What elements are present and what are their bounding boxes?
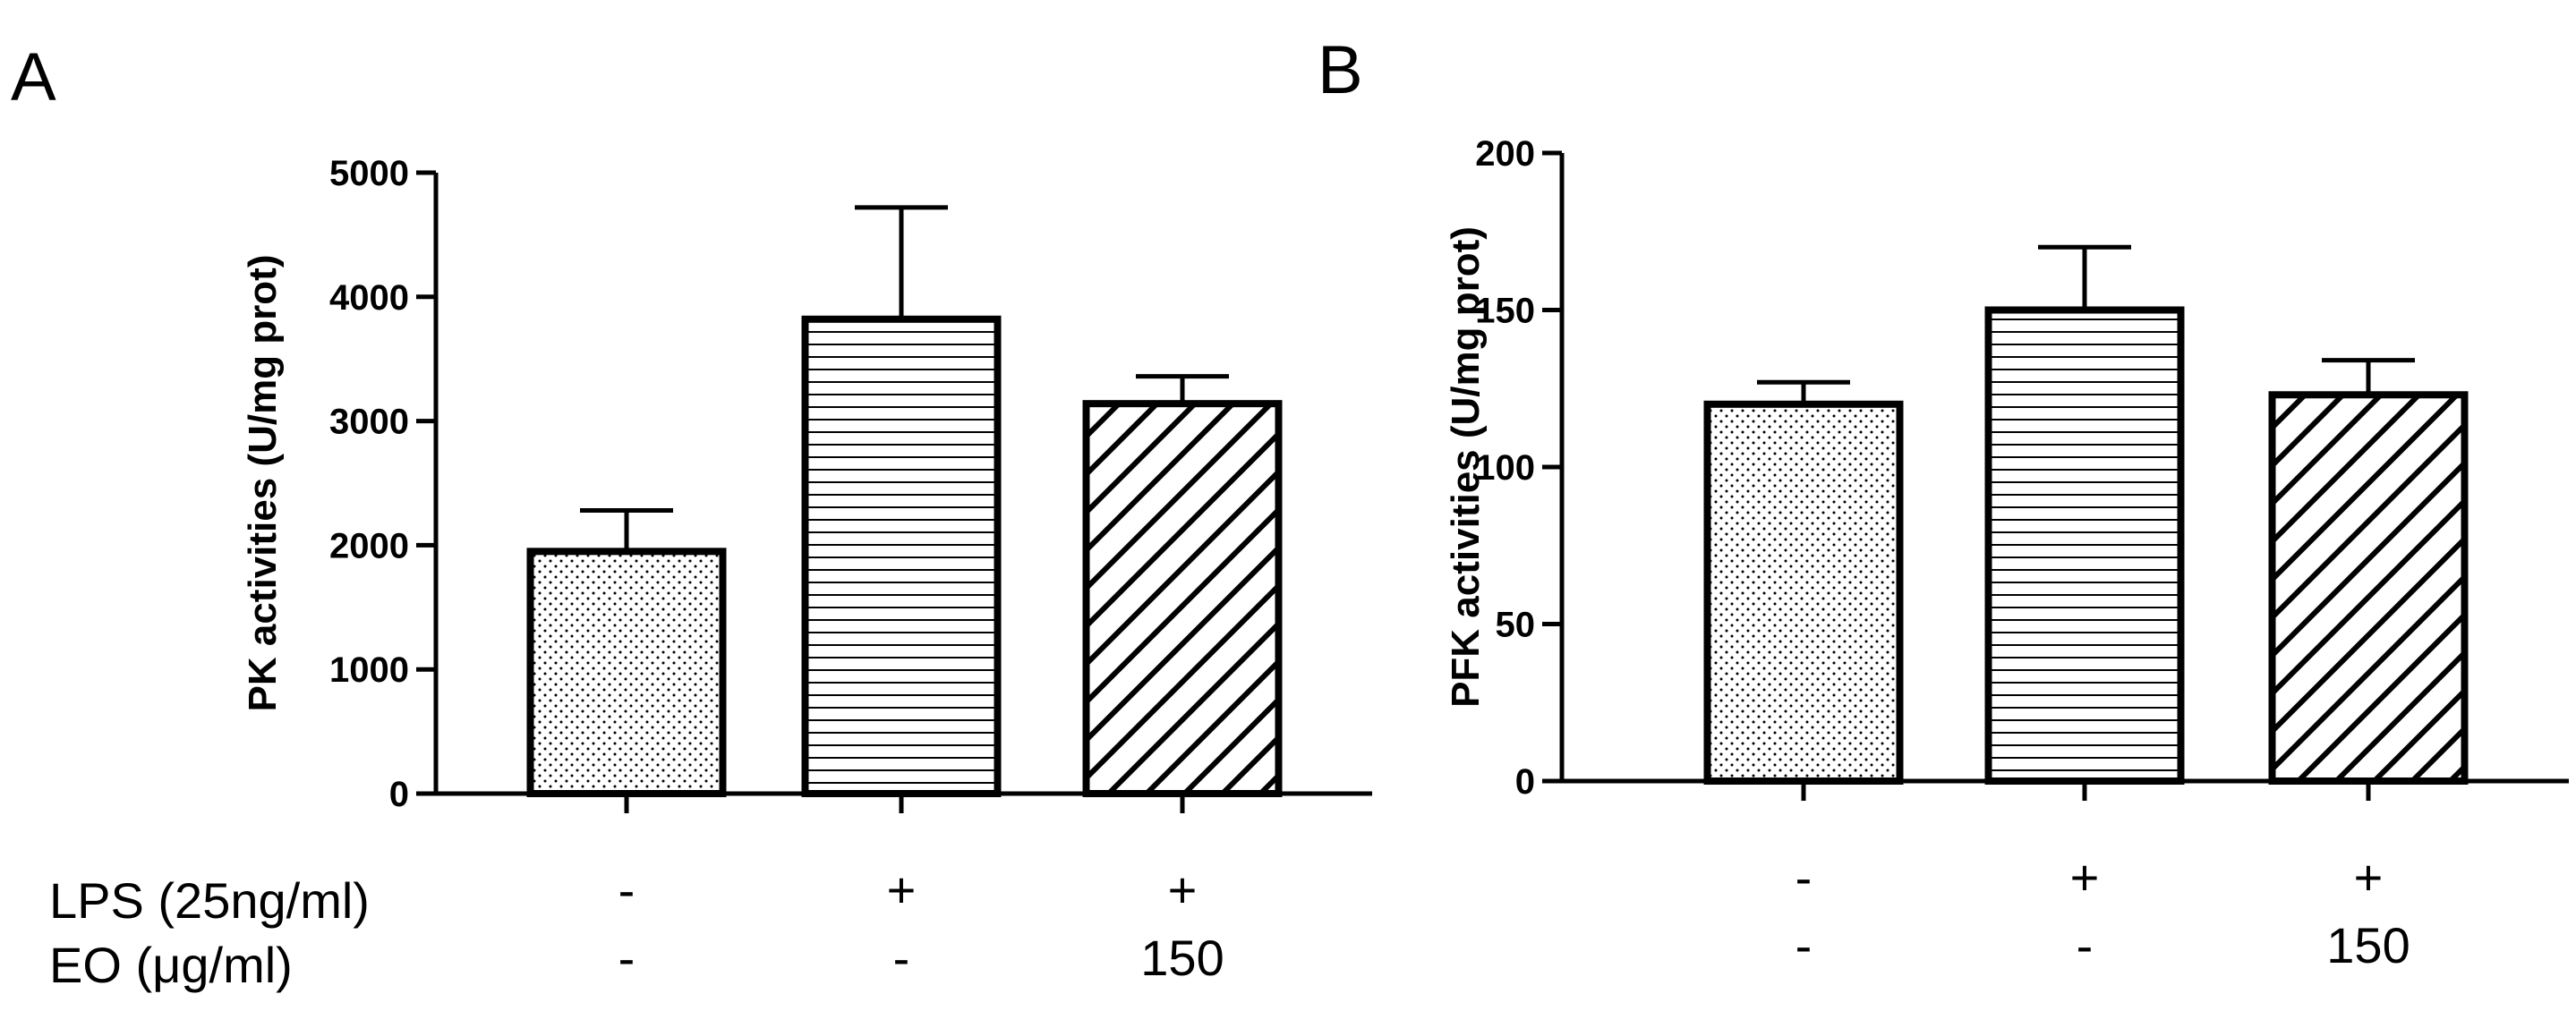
y-tick-label: 200 — [1475, 134, 1535, 174]
y-tick-label: 100 — [1475, 448, 1535, 488]
b-lps-cond-2: + — [2070, 849, 2100, 905]
a-lps-cond-2: + — [887, 862, 917, 918]
a-lps-cond-1: - — [618, 862, 635, 918]
y-axis-title: PFK activities (U/mg prot) — [1444, 226, 1488, 708]
a-eo-cond-2: - — [893, 930, 910, 986]
b-lps-cond-1: - — [1796, 849, 1813, 905]
y-tick-label: 2000 — [329, 526, 409, 565]
panel-letter-a: A — [11, 39, 56, 115]
b-eo-cond-2: - — [2077, 917, 2094, 973]
bar — [1984, 306, 2185, 785]
bar — [2268, 391, 2469, 785]
y-tick-label: 50 — [1496, 606, 1536, 645]
y-tick-label: 4000 — [329, 278, 409, 318]
condition-table: LPS (25ng/ml) EO (μg/ml) - + + - - 150 -… — [49, 849, 2410, 993]
y-tick-label: 5000 — [329, 154, 409, 193]
bar — [526, 548, 727, 798]
y-tick-label: 3000 — [329, 403, 409, 442]
y-tick-label: 0 — [1515, 762, 1535, 802]
eo-row-label: EO (μg/ml) — [49, 937, 293, 993]
a-lps-cond-3: + — [1168, 862, 1198, 918]
panel-letter-b: B — [1318, 32, 1363, 108]
bar — [1703, 400, 1904, 785]
bar — [801, 315, 1002, 797]
y-tick-label: 1000 — [329, 650, 409, 690]
bar — [1082, 400, 1283, 797]
a-eo-cond-1: - — [618, 930, 635, 986]
y-tick-label: 150 — [1475, 292, 1535, 331]
chart-b: 0 50 100 150 200 PFK activities (U/mg prot) — [1444, 134, 2569, 802]
b-eo-cond-3: 150 — [2326, 917, 2410, 973]
a-eo-cond-3: 150 — [1140, 930, 1224, 986]
lps-row-label: LPS (25ng/ml) — [49, 872, 370, 929]
y-tick-label: 0 — [389, 775, 409, 814]
b-lps-cond-3: + — [2354, 849, 2384, 905]
y-axis-title: PK activities (U/mg prot) — [241, 255, 285, 712]
b-eo-cond-1: - — [1796, 917, 1813, 973]
chart-a: 0 1000 2000 3000 4000 5000 PK activities (U/mg… — [241, 154, 1372, 814]
